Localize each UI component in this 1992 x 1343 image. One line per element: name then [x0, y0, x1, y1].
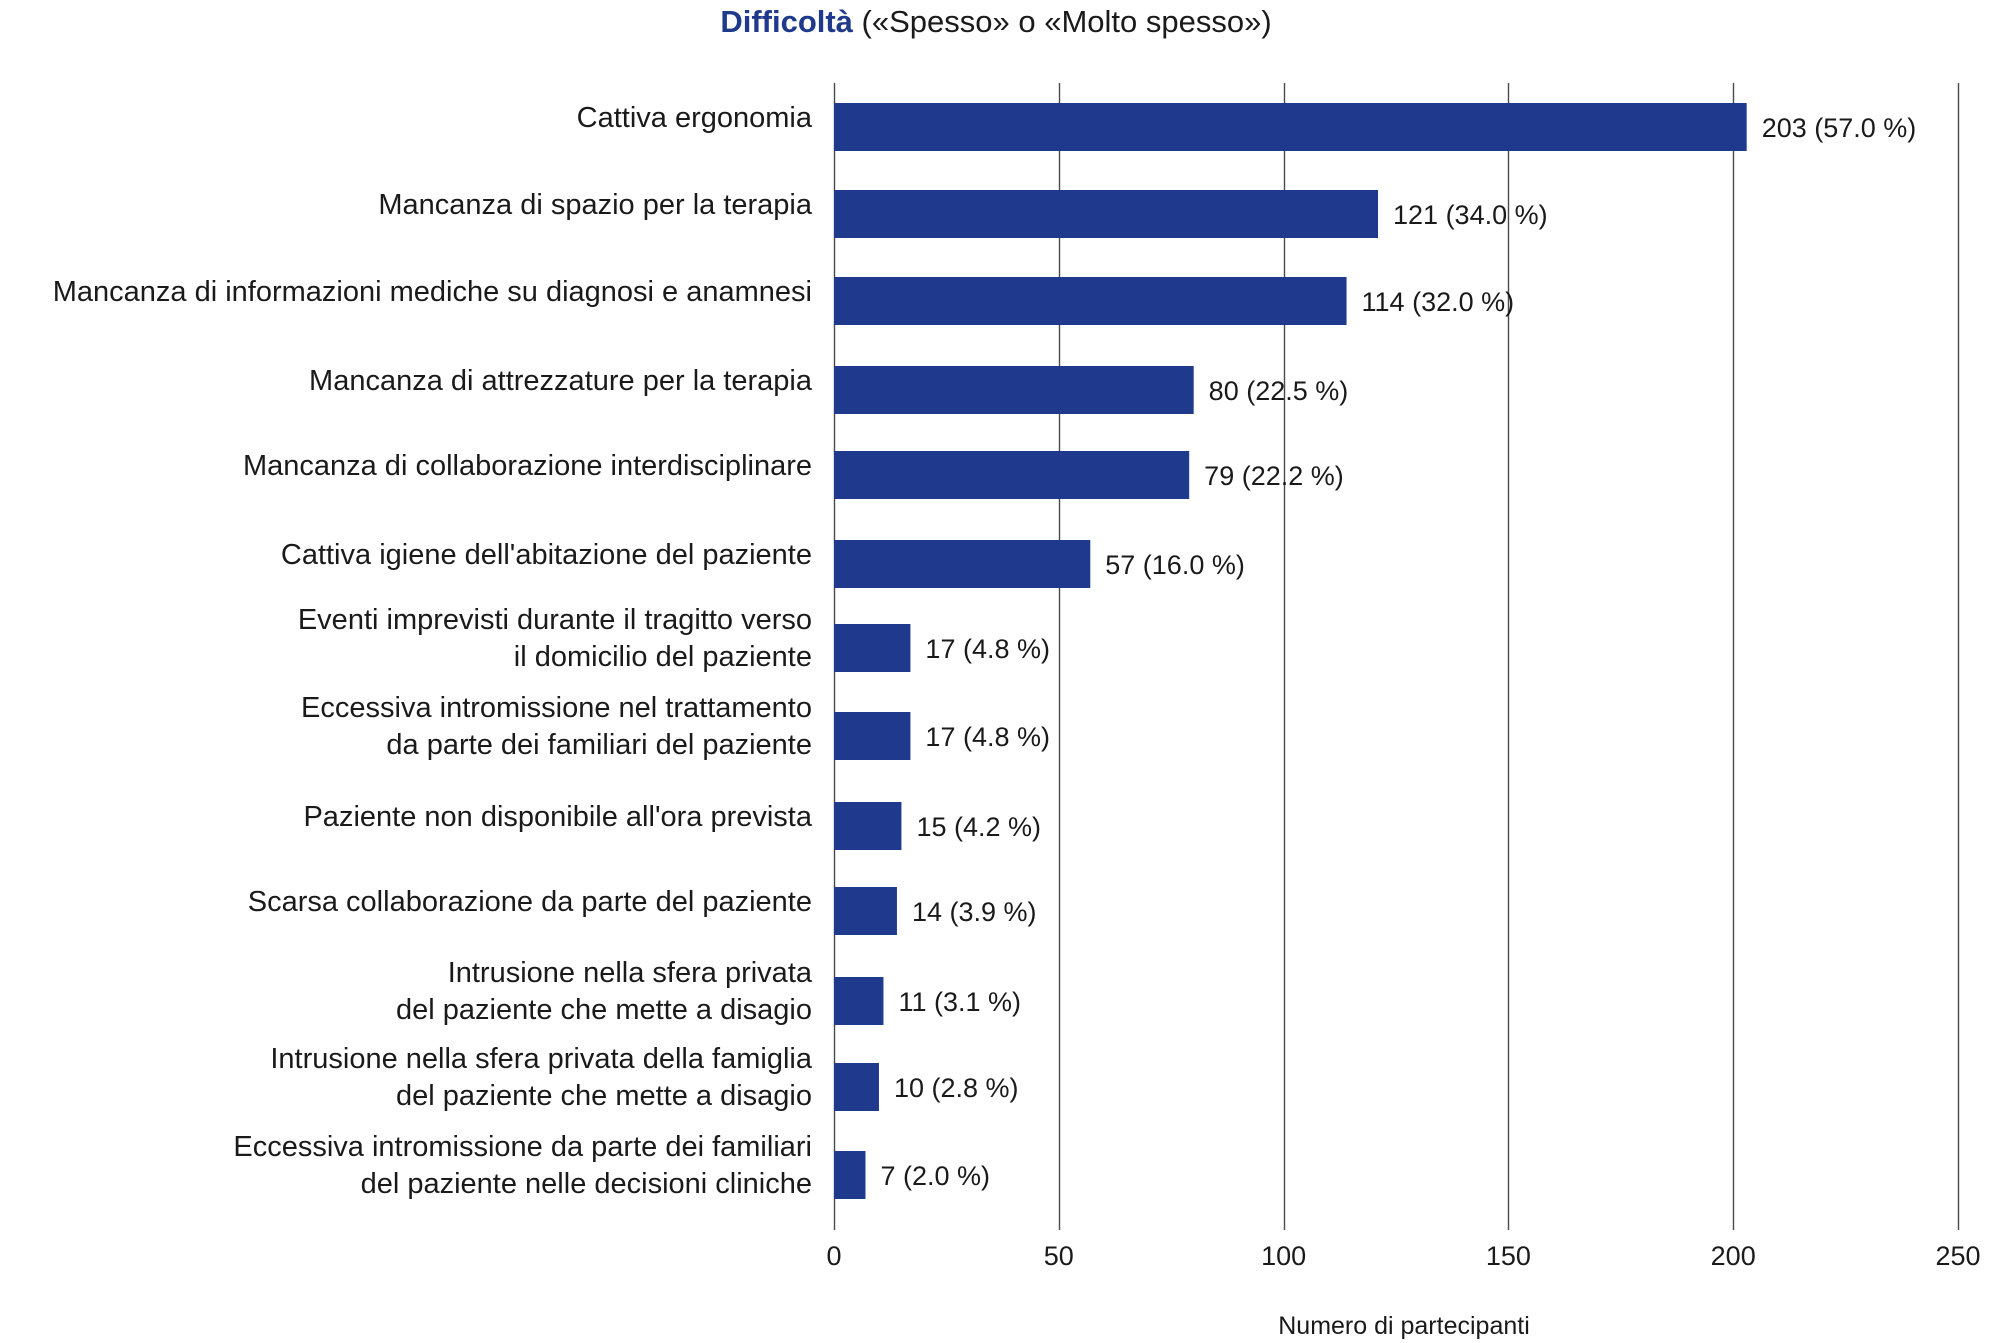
value-label: 17 (4.8 %) [925, 722, 1050, 752]
bar [834, 366, 1194, 414]
category-label: Eccessiva intromissione da parte dei fam… [233, 1131, 812, 1200]
category-label: Cattiva igiene dell'abitazione del pazie… [281, 539, 812, 571]
value-label: 80 (22.5 %) [1209, 376, 1349, 406]
x-axis-title: Numero di partecipanti [1278, 1312, 1530, 1340]
bar [834, 451, 1190, 499]
category-label: Mancanza di attrezzature per la terapia [309, 365, 813, 397]
value-label: 14 (3.9 %) [912, 897, 1037, 927]
x-tick-label: 150 [1486, 1241, 1531, 1271]
bar [834, 712, 911, 760]
value-label: 121 (34.0 %) [1393, 200, 1548, 230]
bar [834, 802, 902, 850]
category-label: Mancanza di collaborazione interdiscipli… [243, 450, 812, 482]
category-labels: Cattiva ergonomia Mancanza di spazio per … [53, 102, 813, 1200]
category-label: Mancanza di informazioni mediche su diag… [53, 276, 812, 308]
value-label: 7 (2.0 %) [880, 1161, 990, 1191]
bar [834, 277, 1347, 325]
bar [834, 103, 1747, 151]
bar [834, 190, 1379, 238]
x-tick-label: 250 [1935, 1241, 1980, 1271]
x-tick-labels: 0 50 100 150 200 250 [826, 1241, 1980, 1271]
category-label: Paziente non disponibile all'ora previst… [303, 801, 812, 833]
x-tick-label: 100 [1261, 1241, 1306, 1271]
category-label: Intrusione nella sfera privata del pazien… [396, 957, 813, 1026]
value-label: 10 (2.8 %) [894, 1073, 1019, 1103]
value-label: 11 (3.1 %) [898, 987, 1021, 1017]
category-label: Mancanza di spazio per la terapia [378, 189, 813, 221]
bar [834, 887, 897, 935]
chart-title-strong: Difficoltà [720, 4, 853, 39]
chart-title-rest: («Spesso» o «Molto spesso») [852, 4, 1272, 39]
category-label: Cattiva ergonomia [577, 102, 813, 134]
bar [834, 624, 911, 672]
value-label: 57 (16.0 %) [1105, 550, 1245, 580]
chart-title: Difficoltà («Spesso» o «Molto spesso») [0, 0, 1992, 44]
category-label: Eventi imprevisti durante il tragitto ve… [298, 604, 812, 673]
x-tick-label: 50 [1044, 1241, 1074, 1271]
x-tick-label: 200 [1711, 1241, 1756, 1271]
value-label: 79 (22.2 %) [1204, 461, 1344, 491]
value-label: 15 (4.2 %) [916, 812, 1041, 842]
bar [834, 1151, 866, 1199]
bar [834, 1063, 879, 1111]
category-label: Scarsa collaborazione da parte del pazie… [248, 886, 812, 918]
bar [834, 540, 1091, 588]
category-label: Eccessiva intromissione nel trattamento d… [301, 692, 812, 761]
value-label: 203 (57.0 %) [1762, 113, 1917, 143]
value-label: 114 (32.0 %) [1362, 287, 1515, 317]
value-labels: 203 (57.0 %) 121 (34.0 %) 114 (32.0 %) 80 (… [880, 113, 1916, 1191]
bar [834, 977, 884, 1025]
x-tick-label: 0 [826, 1241, 841, 1271]
value-label: 17 (4.8 %) [925, 634, 1050, 664]
bars [834, 103, 1747, 1199]
category-label: Intrusione nella sfera privata della fam… [270, 1043, 812, 1112]
